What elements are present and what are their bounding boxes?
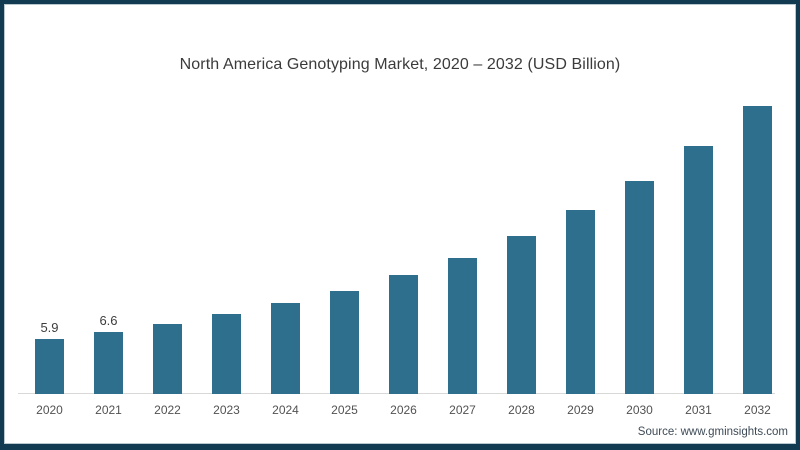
bar-2023 (212, 314, 241, 394)
bar-column-2029 (551, 209, 610, 394)
bar-column-2022 (138, 323, 197, 394)
bar-2021 (94, 332, 123, 394)
plot-area: 5.9 6.6 (20, 106, 787, 394)
value-label-2020: 5.9 (40, 319, 59, 335)
bar-2020 (35, 338, 64, 394)
bar-2032 (743, 106, 772, 394)
bar-2030 (625, 180, 654, 394)
bar-2028 (507, 236, 536, 394)
bar-column-2023 (197, 314, 256, 394)
x-tick-2029: 2029 (567, 403, 594, 417)
bar-column-2025 (315, 290, 374, 394)
bar-2029 (566, 209, 595, 394)
bar-2022 (153, 323, 182, 394)
x-tick-2031: 2031 (685, 403, 712, 417)
bar-2031 (684, 145, 713, 394)
x-tick-2024: 2024 (272, 403, 299, 417)
bar-column-2031 (669, 145, 728, 394)
x-tick-2028: 2028 (508, 403, 535, 417)
bar-column-2027 (433, 257, 492, 394)
bar-2026 (389, 274, 418, 394)
bar-column-2030 (610, 180, 669, 394)
x-tick-2025: 2025 (331, 403, 358, 417)
bar-2027 (448, 257, 477, 394)
bar-column-2021: 6.6 (79, 314, 138, 394)
chart-title: North America Genotyping Market, 2020 – … (179, 56, 621, 73)
bar-2025 (330, 290, 359, 394)
x-tick-2022: 2022 (154, 403, 181, 417)
x-tick-2020: 2020 (36, 403, 63, 417)
source-attribution: Source: www.gminsights.com (637, 426, 788, 438)
bar-column-2032 (728, 106, 787, 394)
bar-column-2028 (492, 236, 551, 394)
x-tick-2023: 2023 (213, 403, 240, 417)
x-tick-2032: 2032 (744, 403, 771, 417)
x-axis-labels: 2020 2021 2022 2023 2024 2025 2026 2027 2028 2029… (20, 403, 787, 417)
x-tick-2027: 2027 (449, 403, 476, 417)
x-tick-2030: 2030 (626, 403, 653, 417)
x-tick-2026: 2026 (390, 403, 417, 417)
bar-column-2024 (256, 302, 315, 394)
bar-column-2026 (374, 274, 433, 394)
value-label-2021: 6.6 (99, 313, 118, 328)
bar-2024 (271, 302, 300, 394)
bar-column-2020: 5.9 (20, 319, 79, 394)
x-tick-2021: 2021 (95, 403, 122, 417)
